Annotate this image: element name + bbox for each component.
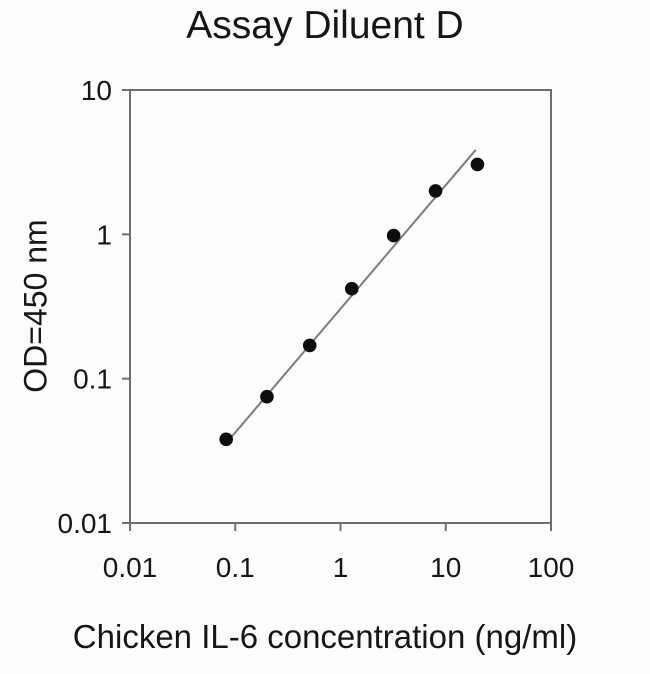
data-point: [219, 432, 233, 447]
y-tick-label: 1: [96, 219, 112, 250]
data-point: [302, 338, 317, 353]
x-tick-label: 100: [528, 552, 575, 583]
data-point: [428, 184, 443, 198]
data-point: [344, 281, 359, 296]
data-point: [260, 389, 274, 404]
x-tick-label: 0.1: [216, 552, 255, 583]
y-tick-label: 10: [81, 75, 112, 106]
y-tick-label: 0.01: [58, 508, 113, 539]
x-tick-label: 10: [430, 552, 461, 583]
x-axis-title: Chicken IL-6 concentration (ng/ml): [72, 618, 578, 655]
data-point: [386, 228, 401, 243]
y-tick-label: 0.1: [73, 364, 112, 395]
x-tick-label: 0.01: [103, 552, 158, 583]
data-point: [470, 157, 485, 172]
x-tick-label: 1: [333, 552, 349, 583]
plot-frame: [129, 89, 552, 524]
chart-title: Assay Diluent D: [186, 4, 464, 47]
